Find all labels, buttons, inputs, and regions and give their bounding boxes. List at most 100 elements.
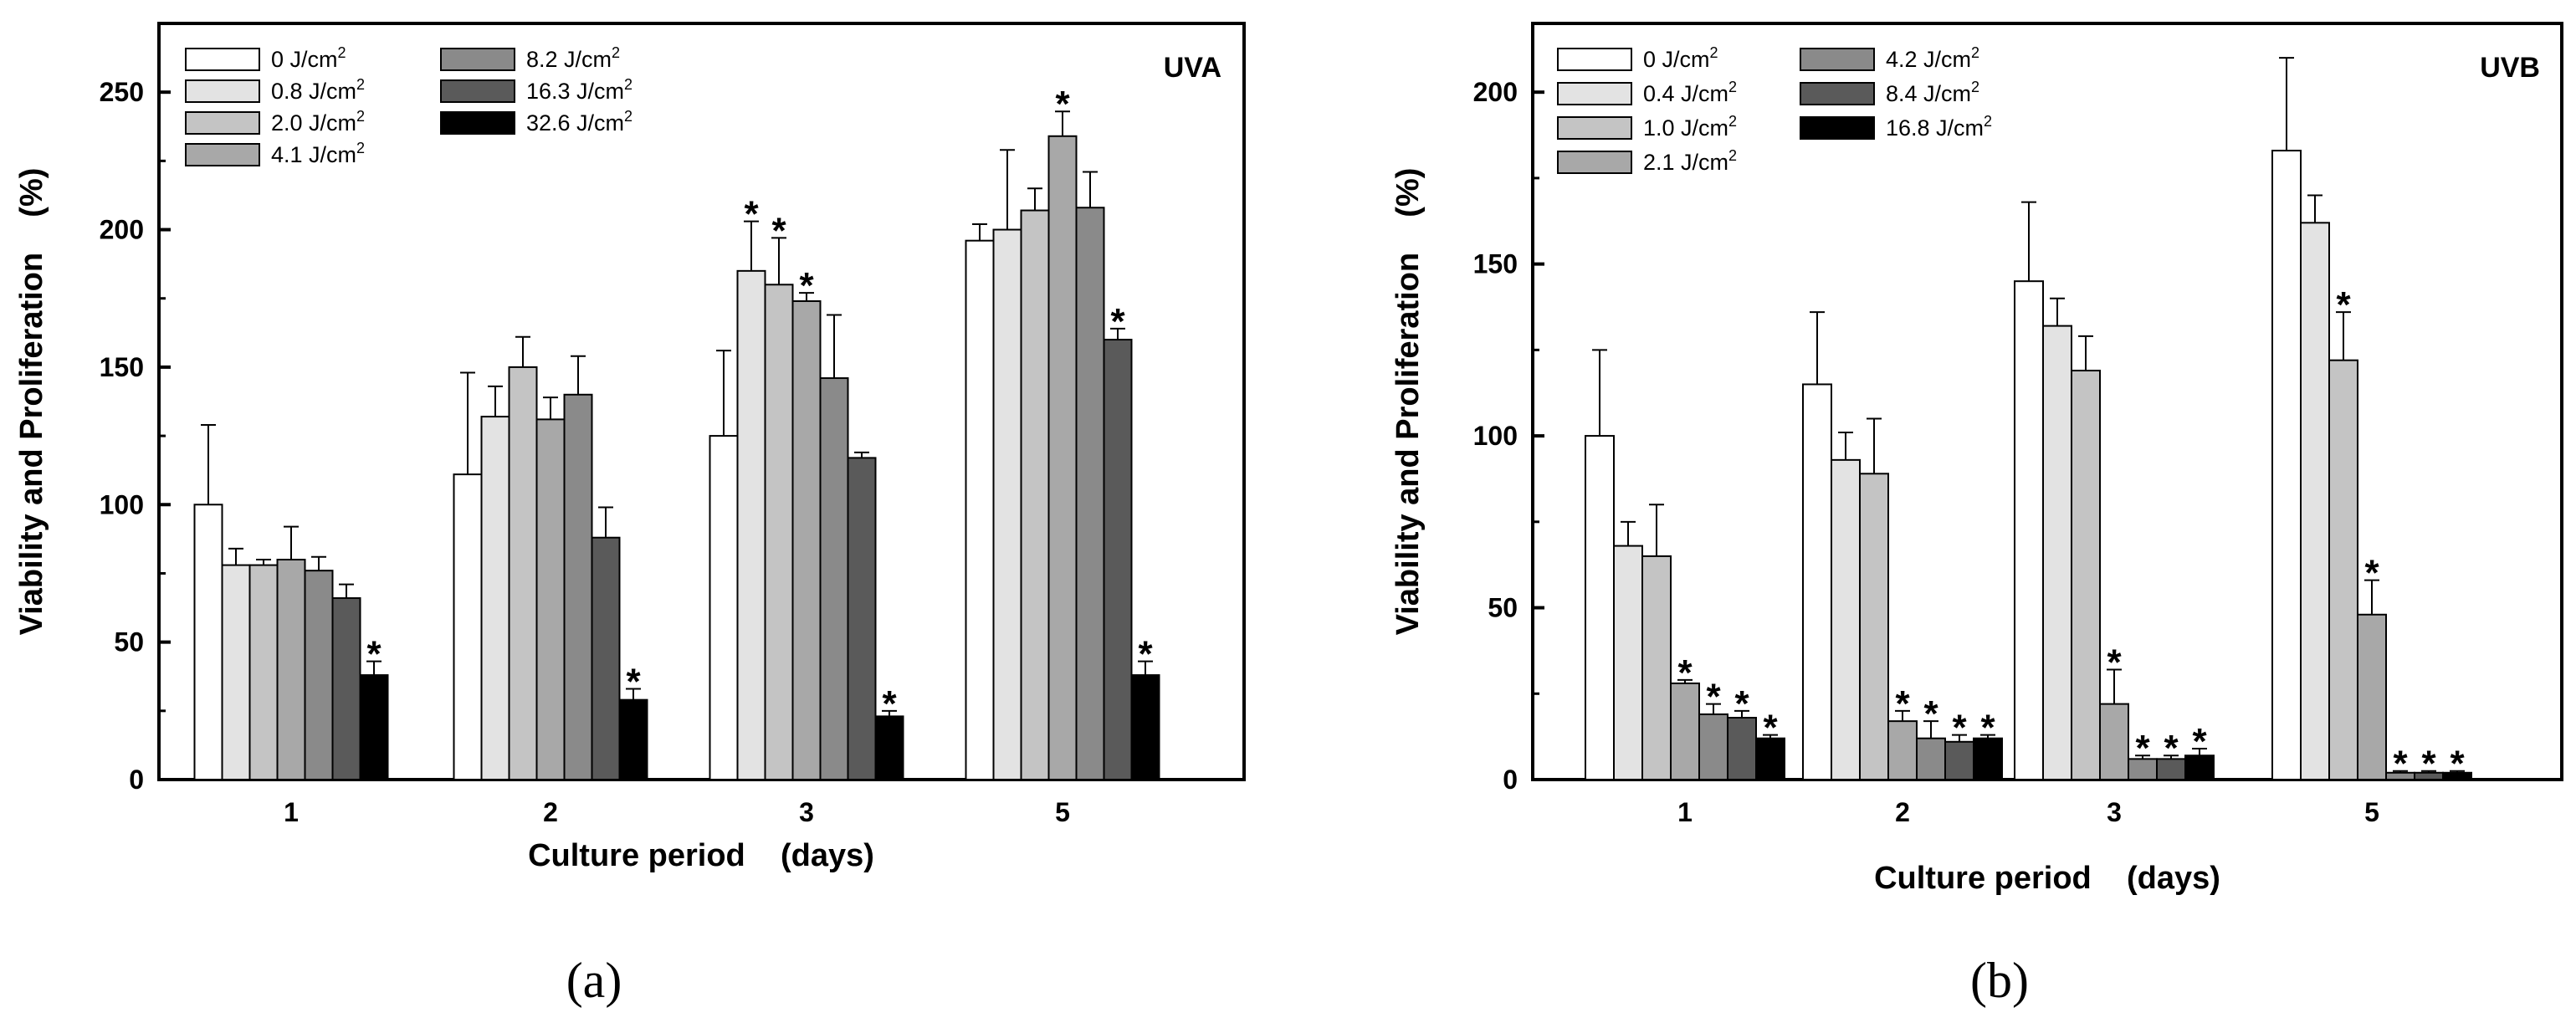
chart-a-x-label: Culture period (days) (528, 838, 874, 873)
bar (1641, 555, 1672, 781)
legend-unit-exponent: 2 (1728, 113, 1737, 130)
chart-a-bars (193, 135, 1160, 781)
legend-entry-label: 32.6 J/cm2 (526, 108, 632, 136)
legend-unit-exponent: 2 (356, 140, 365, 156)
chart-b-legend: 0 J/cm2 0.4 J/cm2 1.0 J/cm2 2.1 J/cm2 4.2 J/… (1557, 44, 1992, 175)
legend-entry-label: 2.1 J/cm2 (1643, 147, 1737, 175)
bar (1859, 473, 1889, 780)
bar (221, 564, 251, 780)
significance-star: * (2421, 744, 2436, 785)
bar (304, 570, 334, 781)
bar (819, 377, 849, 780)
legend-entry-label: 8.2 J/cm2 (526, 44, 620, 72)
legend-entry-label: 16.8 J/cm2 (1886, 113, 1992, 141)
chart-a: 0 50 100 150 200 250 1 2 3 5 * * * * * * * * * 0 J/cm2 0.… (14, 22, 1246, 1008)
bar (331, 597, 361, 780)
bar (591, 536, 621, 780)
bar (2300, 222, 2330, 780)
bar (1020, 209, 1050, 780)
significance-star: * (1110, 301, 1125, 342)
bar (2099, 703, 2129, 780)
chart-a-y-label: Viability and Proliferation (%) (14, 168, 49, 636)
bar (1887, 720, 1918, 780)
bar (965, 239, 995, 781)
legend-swatch (185, 111, 260, 135)
bar (1916, 737, 1946, 781)
bar (508, 366, 538, 780)
significance-star: * (2107, 642, 2122, 683)
legend-unit-exponent: 2 (612, 44, 620, 61)
bar (563, 393, 593, 780)
legend-swatch (185, 48, 260, 71)
chart-a-y-axis: 0 50 100 150 200 250 (100, 77, 171, 795)
x-tick-label: 3 (799, 797, 814, 827)
y-tick-label: 150 (100, 352, 144, 382)
chart-b-error-bars (1592, 57, 2465, 773)
significance-star: * (2135, 728, 2150, 769)
x-tick-label: 5 (1055, 797, 1070, 827)
significance-star: * (771, 210, 786, 251)
legend-unit-exponent: 2 (1971, 44, 1979, 61)
chart-b-y-axis: 0 50 100 150 200 (1473, 77, 1544, 795)
bar (359, 674, 389, 780)
y-tick-label: 0 (129, 765, 144, 795)
chart-a-error-bars (201, 110, 1153, 717)
bar (1047, 135, 1078, 780)
legend-unit-exponent: 2 (624, 108, 632, 125)
legend-swatch (1557, 82, 1632, 105)
legend-entry-label: 16.3 J/cm2 (526, 76, 632, 104)
significance-star: * (1763, 708, 1778, 749)
legend-entry-label: 4.1 J/cm2 (271, 140, 365, 167)
bar (791, 300, 822, 781)
legend-unit-exponent: 2 (1728, 147, 1737, 164)
chart-a-title: UVA (1164, 52, 1221, 84)
legend-swatch (440, 48, 515, 71)
significance-star: * (1980, 708, 1995, 749)
y-tick-label: 100 (1473, 421, 1518, 451)
significance-star: * (366, 634, 382, 675)
chart-b-x-label: Culture period (days) (1874, 861, 2220, 896)
significance-star: * (1677, 652, 1693, 693)
x-tick-label: 1 (1677, 797, 1693, 827)
bar (2328, 359, 2358, 780)
chart-a-plot-frame (157, 22, 1246, 781)
significance-star: * (626, 662, 641, 703)
significance-star: * (1138, 634, 1153, 675)
legend-unit-exponent: 2 (1971, 79, 1979, 95)
legend-swatch (1800, 116, 1875, 140)
x-tick-label: 2 (543, 797, 558, 827)
bar (1802, 383, 1832, 780)
legend-swatch (1557, 151, 1632, 174)
legend-swatch (440, 111, 515, 135)
bar (736, 269, 766, 780)
bar (1585, 435, 1615, 780)
bar (2271, 150, 2302, 780)
bar (1727, 717, 1757, 781)
bar (2071, 370, 2101, 780)
y-tick-label: 200 (100, 215, 144, 245)
x-tick-label: 5 (2364, 797, 2379, 827)
significance-star: * (1895, 683, 1910, 724)
chart-a-x-axis: 1 2 3 5 (284, 768, 1070, 827)
x-tick-label: 2 (1895, 797, 1910, 827)
legend-swatch (1557, 116, 1632, 140)
legend-entry-label: 4.2 J/cm2 (1886, 44, 1979, 72)
chart-b-panel-label: (b) (1970, 953, 2029, 1008)
bar (1755, 737, 1785, 781)
bar (847, 457, 877, 780)
significance-star: * (2364, 553, 2379, 594)
chart-b-y-label: Viability and Proliferation (%) (1390, 168, 1426, 636)
chart-b-significance-marks: * * * * * * * * * * * * * * * * * (1677, 284, 2465, 785)
bar (276, 559, 306, 780)
significance-star: * (2450, 744, 2465, 785)
bar (1130, 674, 1160, 780)
legend-swatch (1800, 48, 1875, 71)
chart-b: 0 50 100 150 200 1 2 3 5 * * * * * * * * * * * * * * * * * 0 J/… (1390, 22, 2563, 1008)
x-tick-label: 1 (284, 797, 299, 827)
bar (1613, 545, 1643, 781)
significance-star: * (2393, 744, 2408, 785)
bar (2357, 613, 2387, 780)
chart-b-title: UVB (2480, 52, 2540, 84)
bar (992, 228, 1022, 780)
y-tick-label: 100 (100, 489, 144, 519)
